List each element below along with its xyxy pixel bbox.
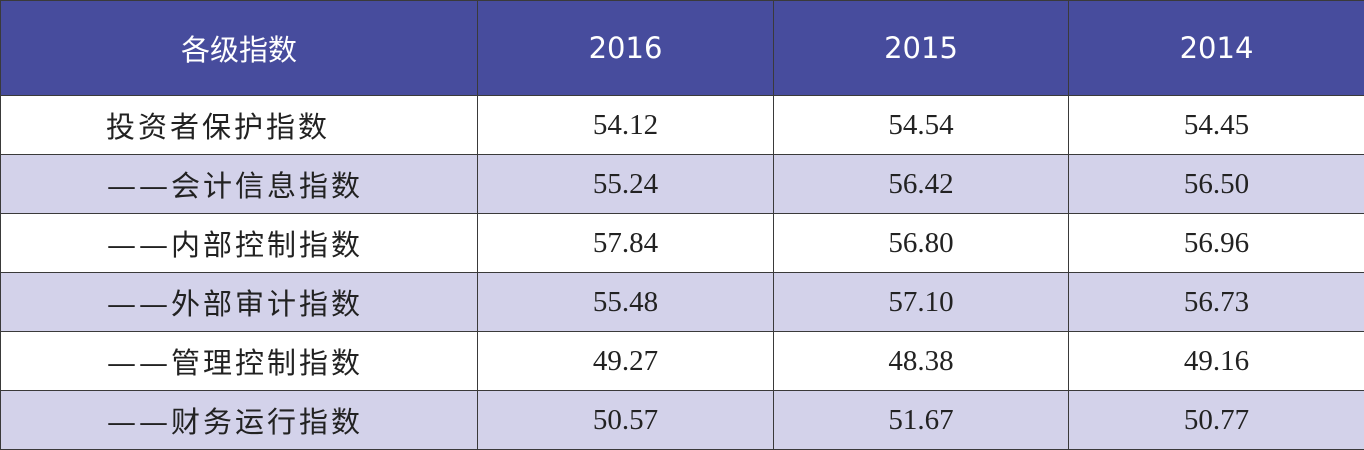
value-cell: 56.42 (773, 154, 1069, 214)
value-cell: 54.45 (1068, 95, 1364, 155)
value-cell: 56.80 (773, 213, 1069, 273)
row-label: 投资者保护指数 (0, 95, 478, 155)
table-row: ——内部控制指数 57.84 56.80 56.96 (0, 213, 1364, 273)
table-row: ——财务运行指数 50.57 51.67 50.77 (0, 390, 1364, 450)
table-row: 投资者保护指数 54.12 54.54 54.45 (0, 95, 1364, 155)
value-cell: 50.77 (1068, 390, 1364, 450)
value-cell: 56.96 (1068, 213, 1364, 273)
table-body: 投资者保护指数 54.12 54.54 54.45 ——会计信息指数 55.24… (0, 95, 1364, 450)
row-label: ——会计信息指数 (0, 154, 478, 214)
value-cell: 50.57 (477, 390, 774, 450)
row-label: ——内部控制指数 (0, 213, 478, 273)
table-header: 各级指数 2016 2015 2014 (0, 0, 1364, 96)
value-cell: 55.24 (477, 154, 774, 214)
header-row: 各级指数 2016 2015 2014 (0, 0, 1364, 96)
value-cell: 55.48 (477, 272, 774, 332)
value-cell: 57.10 (773, 272, 1069, 332)
value-cell: 57.84 (477, 213, 774, 273)
value-cell: 54.54 (773, 95, 1069, 155)
value-cell: 48.38 (773, 331, 1069, 391)
value-cell: 49.27 (477, 331, 774, 391)
table-row: ——会计信息指数 55.24 56.42 56.50 (0, 154, 1364, 214)
value-cell: 56.73 (1068, 272, 1364, 332)
value-cell: 51.67 (773, 390, 1069, 450)
row-label: ——外部审计指数 (0, 272, 478, 332)
header-year-2014: 2014 (1068, 0, 1364, 96)
row-label: ——管理控制指数 (0, 331, 478, 391)
value-cell: 56.50 (1068, 154, 1364, 214)
header-index-level: 各级指数 (0, 0, 478, 96)
value-cell: 54.12 (477, 95, 774, 155)
table-row: ——外部审计指数 55.48 57.10 56.73 (0, 272, 1364, 332)
table-row: ——管理控制指数 49.27 48.38 49.16 (0, 331, 1364, 391)
value-cell: 49.16 (1068, 331, 1364, 391)
row-label: ——财务运行指数 (0, 390, 478, 450)
header-year-2015: 2015 (773, 0, 1069, 96)
header-year-2016: 2016 (477, 0, 774, 96)
